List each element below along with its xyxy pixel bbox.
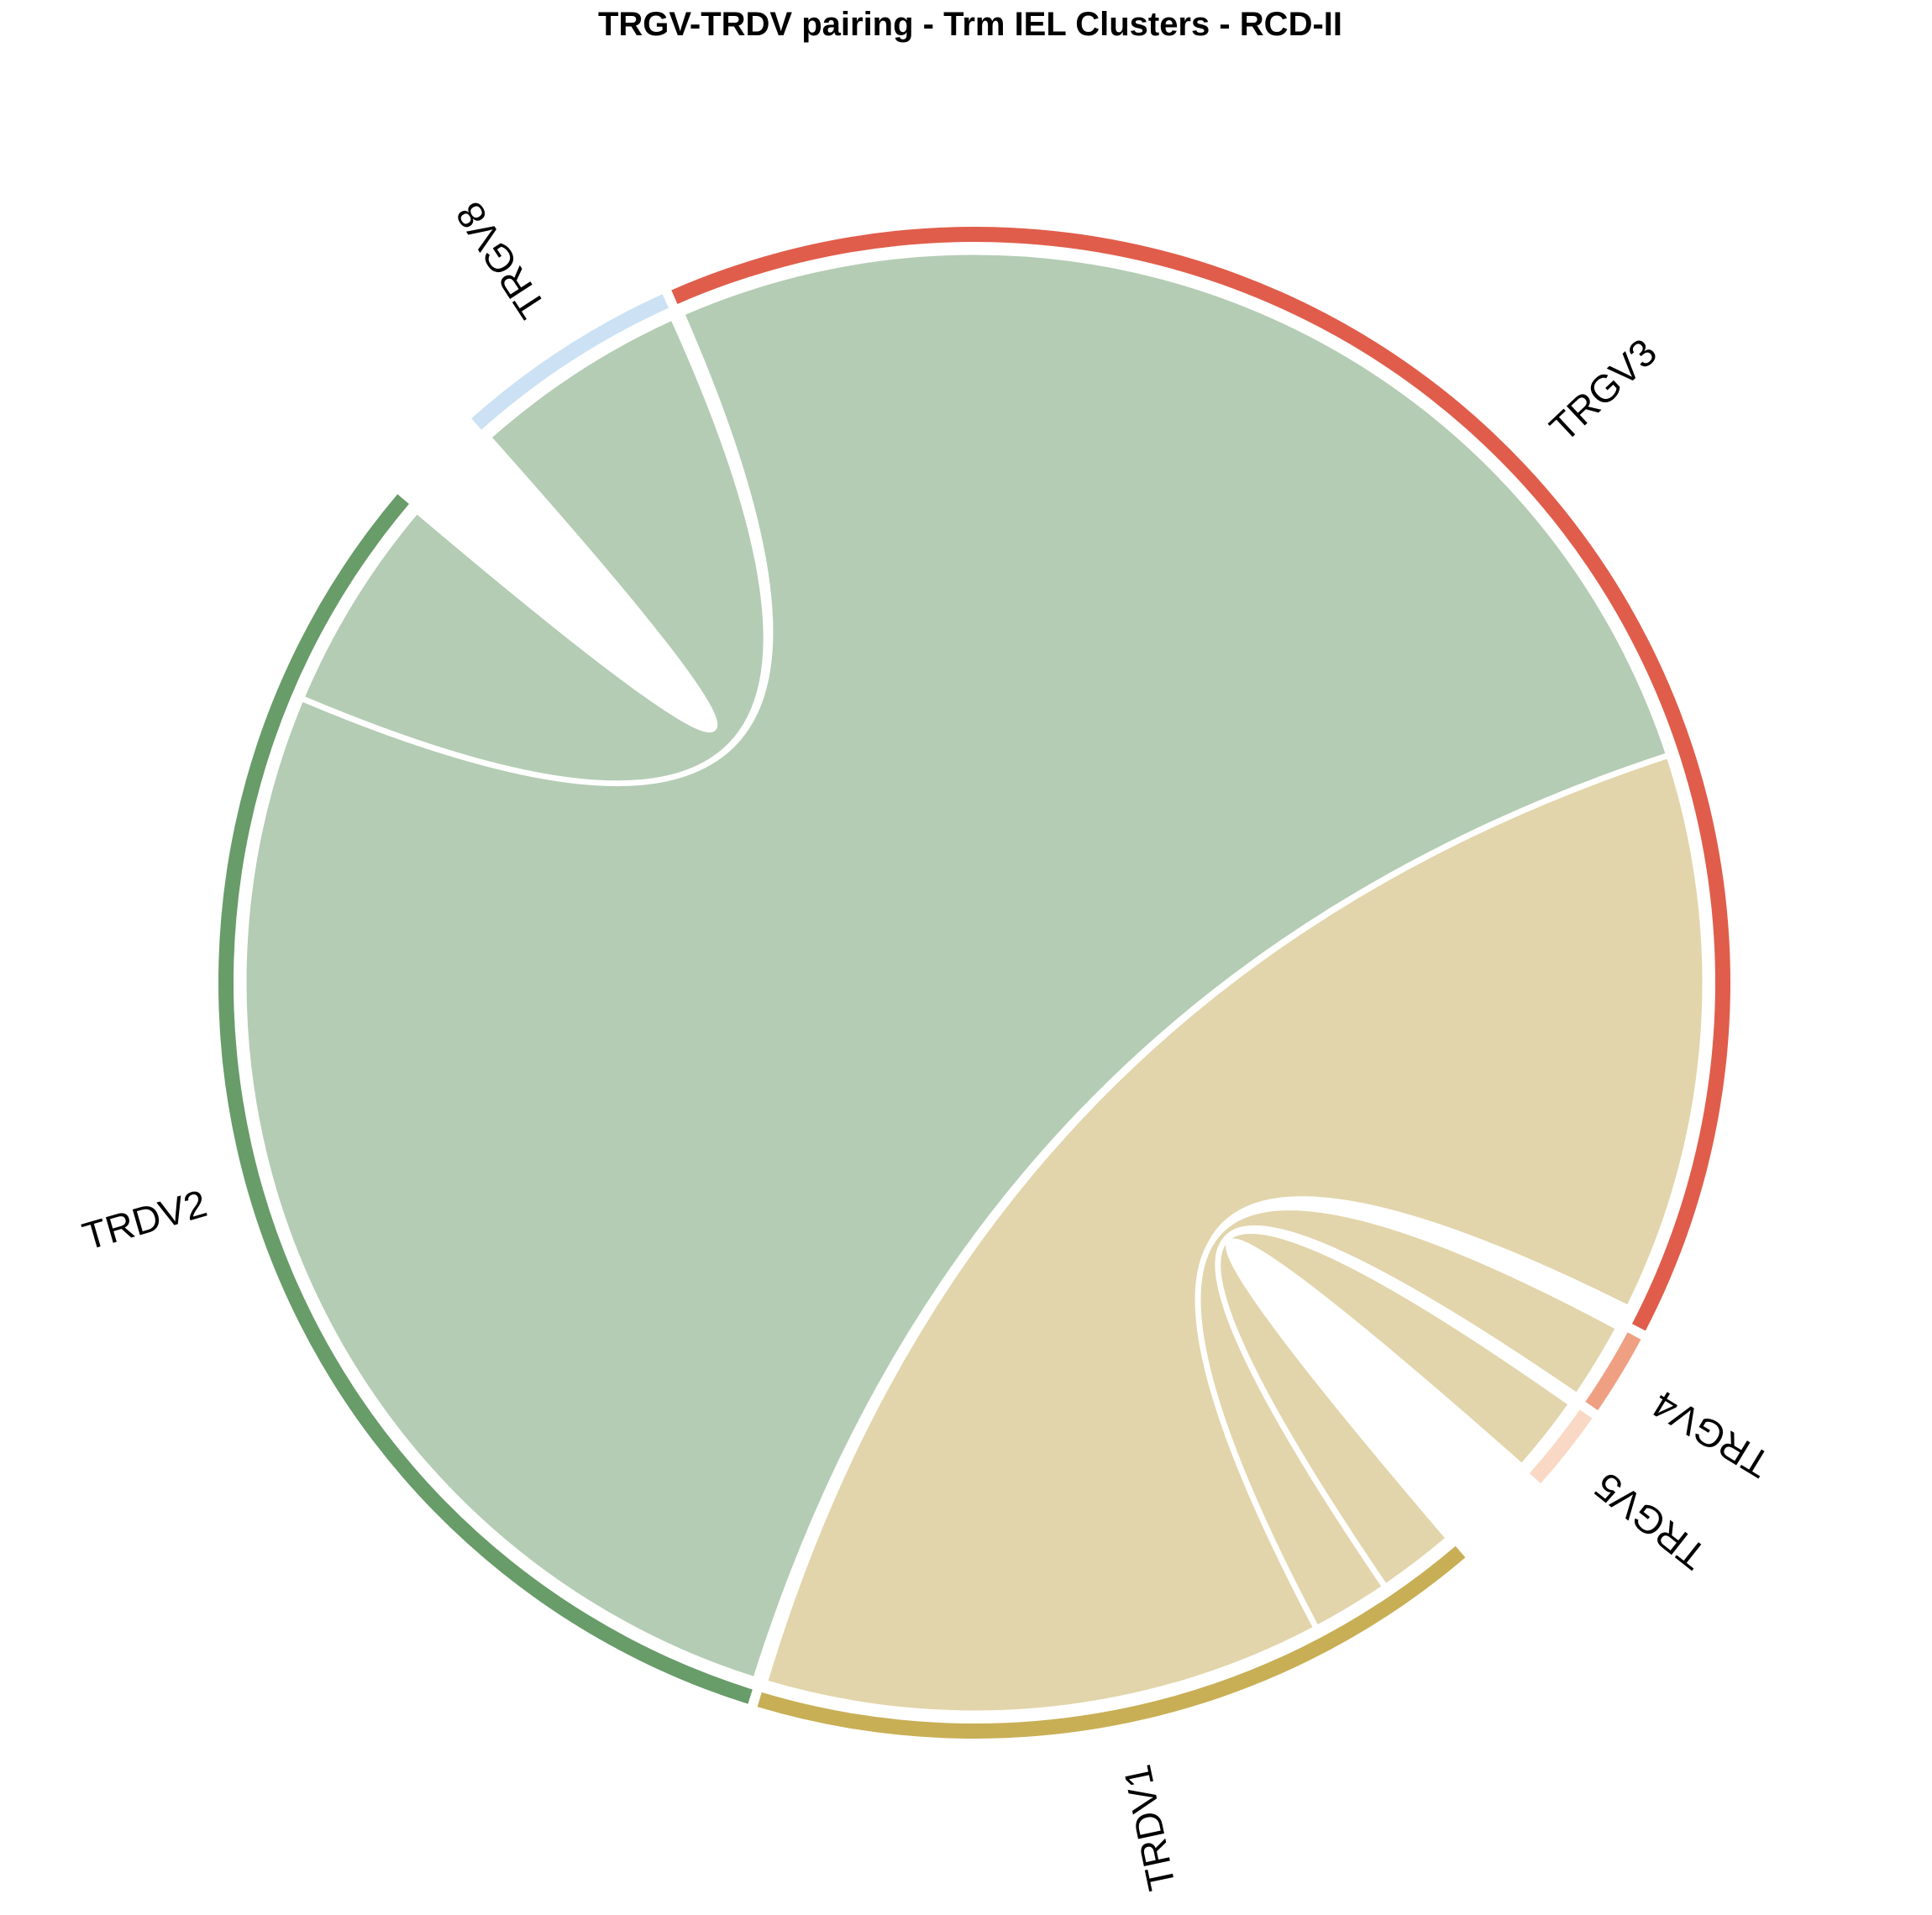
sector-trdv2 (218, 494, 753, 1704)
sector-trgv5 (1529, 1409, 1593, 1484)
chart-title: TRGV-TRDV pairing - Trm IEL Clusters - R… (598, 6, 1342, 43)
sector-label-trgv4: TRGV4 (1645, 1382, 1777, 1487)
link-trgv8-trdv2 (297, 312, 769, 787)
sector-trgv4 (1585, 1332, 1641, 1411)
sector-label-trdv2: TRDV2 (77, 1181, 211, 1258)
sector-trdv1 (757, 1545, 1466, 1739)
chord-sectors (218, 226, 1730, 1739)
chord-links (240, 249, 1709, 1717)
sector-label-trdv1: TRDV1 (1115, 1761, 1184, 1894)
sector-trgv8 (471, 294, 669, 430)
sector-label-trgv5: TRGV5 (1586, 1464, 1714, 1578)
sector-label-trgv8: TRGV8 (447, 194, 554, 326)
sector-label-trgv3: TRGV3 (1541, 330, 1666, 450)
link-trgv3-trdv1 (760, 751, 1709, 1717)
link-trgv5-trdv1 (1215, 1228, 1576, 1592)
